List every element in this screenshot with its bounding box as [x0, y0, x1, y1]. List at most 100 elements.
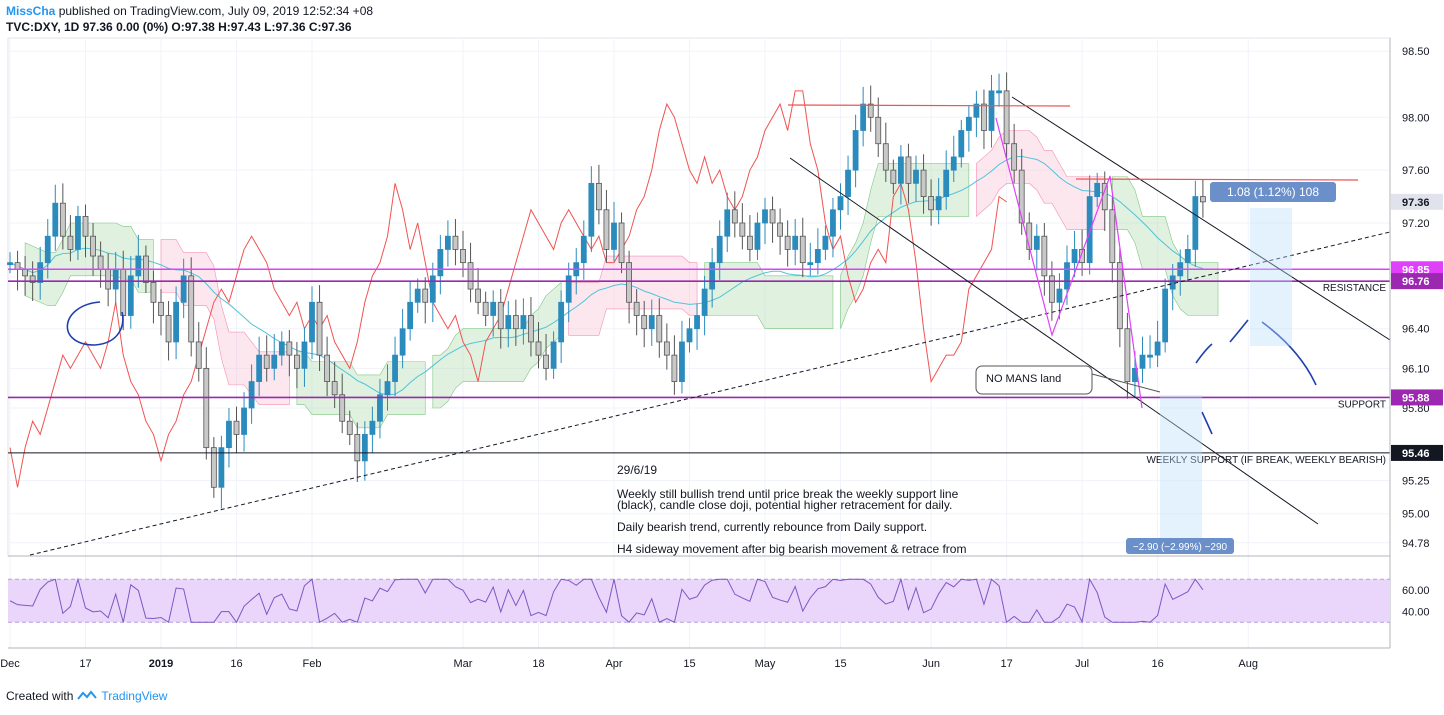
candle-body	[29, 275, 36, 283]
author-name[interactable]: MissCha	[6, 4, 56, 18]
tradingview-brand[interactable]: TradingView	[101, 689, 168, 703]
candle-body	[814, 249, 821, 264]
note-line: (black), candle close doji, potential hi…	[617, 498, 952, 512]
candle-body	[505, 315, 512, 330]
price-level-badge	[1391, 389, 1443, 406]
candle-body	[158, 301, 164, 316]
candle-body	[543, 354, 549, 369]
candle-body	[241, 407, 247, 435]
time-tick-label: Dec	[0, 658, 20, 670]
time-tick-label: Aug	[1238, 658, 1258, 670]
candle-body	[731, 209, 738, 224]
candle-body	[784, 235, 791, 250]
candle-body	[1049, 275, 1055, 303]
candle-body	[792, 235, 799, 250]
candle-body	[913, 169, 919, 184]
time-tick-label: 18	[532, 658, 544, 670]
lagging-span-line	[9, 90, 1007, 488]
candle-body	[392, 354, 398, 382]
candle-body	[875, 116, 882, 145]
candle-body	[633, 301, 640, 316]
candle-body	[769, 209, 776, 224]
candle-body	[1124, 328, 1131, 382]
candle-body	[1192, 196, 1199, 250]
candle-body	[135, 255, 142, 277]
candle-body	[1011, 143, 1018, 171]
candles	[7, 72, 1206, 509]
recent-high-line	[1075, 178, 1359, 181]
time-tick-label: 16	[230, 658, 242, 670]
price-level-badge	[1391, 193, 1443, 210]
price-level-badge	[1391, 444, 1443, 461]
time-tick-label: 15	[834, 658, 846, 670]
level-text: WEEKLY SUPPORT (IF BREAK, WEEKLY BEARISH…	[1146, 455, 1386, 466]
candle-body	[482, 301, 489, 316]
price-tick-label: 97.20	[1402, 218, 1430, 230]
candle-body	[399, 328, 406, 356]
time-tick-label: 2019	[149, 658, 173, 670]
candle-body	[1033, 235, 1040, 250]
time-tick-label: 17	[1000, 658, 1012, 670]
rsi-band	[8, 579, 1390, 623]
candle-body	[226, 420, 232, 449]
price-tick-label: 98.00	[1402, 112, 1430, 124]
candle-body	[346, 420, 353, 435]
candle-body	[127, 275, 134, 316]
publish-info: published on TradingView.com, July 09, 2…	[58, 4, 374, 18]
candle-body	[1169, 275, 1176, 290]
time-tick-label: May	[755, 658, 776, 670]
candle-body	[75, 215, 81, 250]
candle-body	[686, 328, 693, 343]
price-level-label: 95.46	[1402, 448, 1430, 460]
note-line: H4 sideway movement after big bearish mo…	[617, 542, 966, 556]
candle-body	[958, 130, 965, 158]
top-resistance-line	[787, 104, 1071, 107]
candle-body	[973, 103, 980, 118]
candle-body	[1041, 235, 1048, 277]
candle-body	[965, 116, 972, 131]
candle-body	[248, 381, 255, 409]
candle-body	[1094, 182, 1101, 197]
candle-body	[301, 341, 308, 369]
measure-down-label-bg	[1126, 538, 1234, 554]
candle-body	[694, 315, 700, 330]
cloud-segment	[704, 262, 834, 330]
price-tick-label: 94.78	[1402, 538, 1430, 550]
price-tick-label: 96.40	[1402, 324, 1430, 336]
candle-body	[165, 315, 172, 343]
candle-body	[716, 235, 723, 264]
candle-body	[641, 315, 648, 330]
candle-body	[429, 275, 436, 303]
candle-body	[754, 222, 761, 250]
measure-up-label-bg	[1210, 182, 1336, 202]
note-line: Daily bearish trend, currently rebounce …	[617, 520, 927, 534]
price-axis: 98.50 98.00 97.60 97.20 96.40 96.10 95.80 95.25…	[1389, 38, 1443, 648]
candle-body	[596, 182, 602, 211]
candle-body	[361, 434, 368, 462]
channel-upper-line	[1011, 96, 1391, 341]
candle-body	[7, 262, 13, 266]
candle-body	[618, 222, 625, 264]
no-mans-land-label: NO MANS land	[986, 373, 1061, 385]
candle-body	[497, 301, 504, 330]
time-axis: Dec 17 2019 16 Feb Mar 18 Apr 15 May 15 Jun 17 Jul 16 A…	[0, 647, 1390, 670]
candle-body	[867, 103, 874, 118]
candle-body	[82, 215, 89, 237]
candle-body	[1147, 354, 1153, 358]
candle-body	[460, 249, 466, 264]
candle-body	[1056, 288, 1063, 303]
candle-body	[271, 354, 278, 369]
price-level-label: 95.88	[1402, 392, 1430, 404]
rsi-pane: 60.00 40.00	[8, 555, 1430, 624]
candle-body	[603, 209, 610, 250]
candle-body	[218, 447, 225, 488]
time-tick-label: Jul	[1075, 658, 1089, 670]
candle-body	[1003, 90, 1010, 145]
price-tick-label: 97.60	[1402, 165, 1430, 177]
measure-up-box	[1250, 208, 1292, 346]
candle-body	[1071, 249, 1078, 264]
candle-body	[928, 196, 934, 211]
candle-body	[611, 222, 617, 250]
candle-body	[384, 381, 391, 396]
